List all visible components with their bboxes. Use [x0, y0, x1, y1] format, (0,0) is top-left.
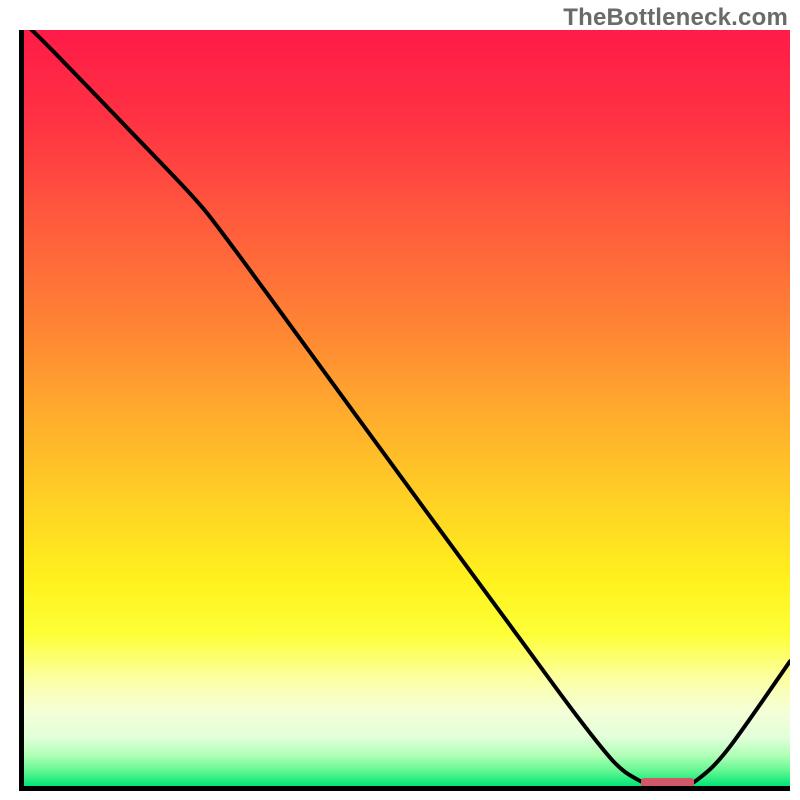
plot-area	[24, 30, 790, 786]
watermark-label: TheBottleneck.com	[563, 4, 788, 32]
bottleneck-chart: TheBottleneck.com	[0, 0, 800, 800]
optimum-marker	[641, 778, 695, 786]
y-axis-line	[19, 30, 24, 791]
x-axis-line	[19, 786, 790, 791]
curve-line	[24, 30, 790, 786]
